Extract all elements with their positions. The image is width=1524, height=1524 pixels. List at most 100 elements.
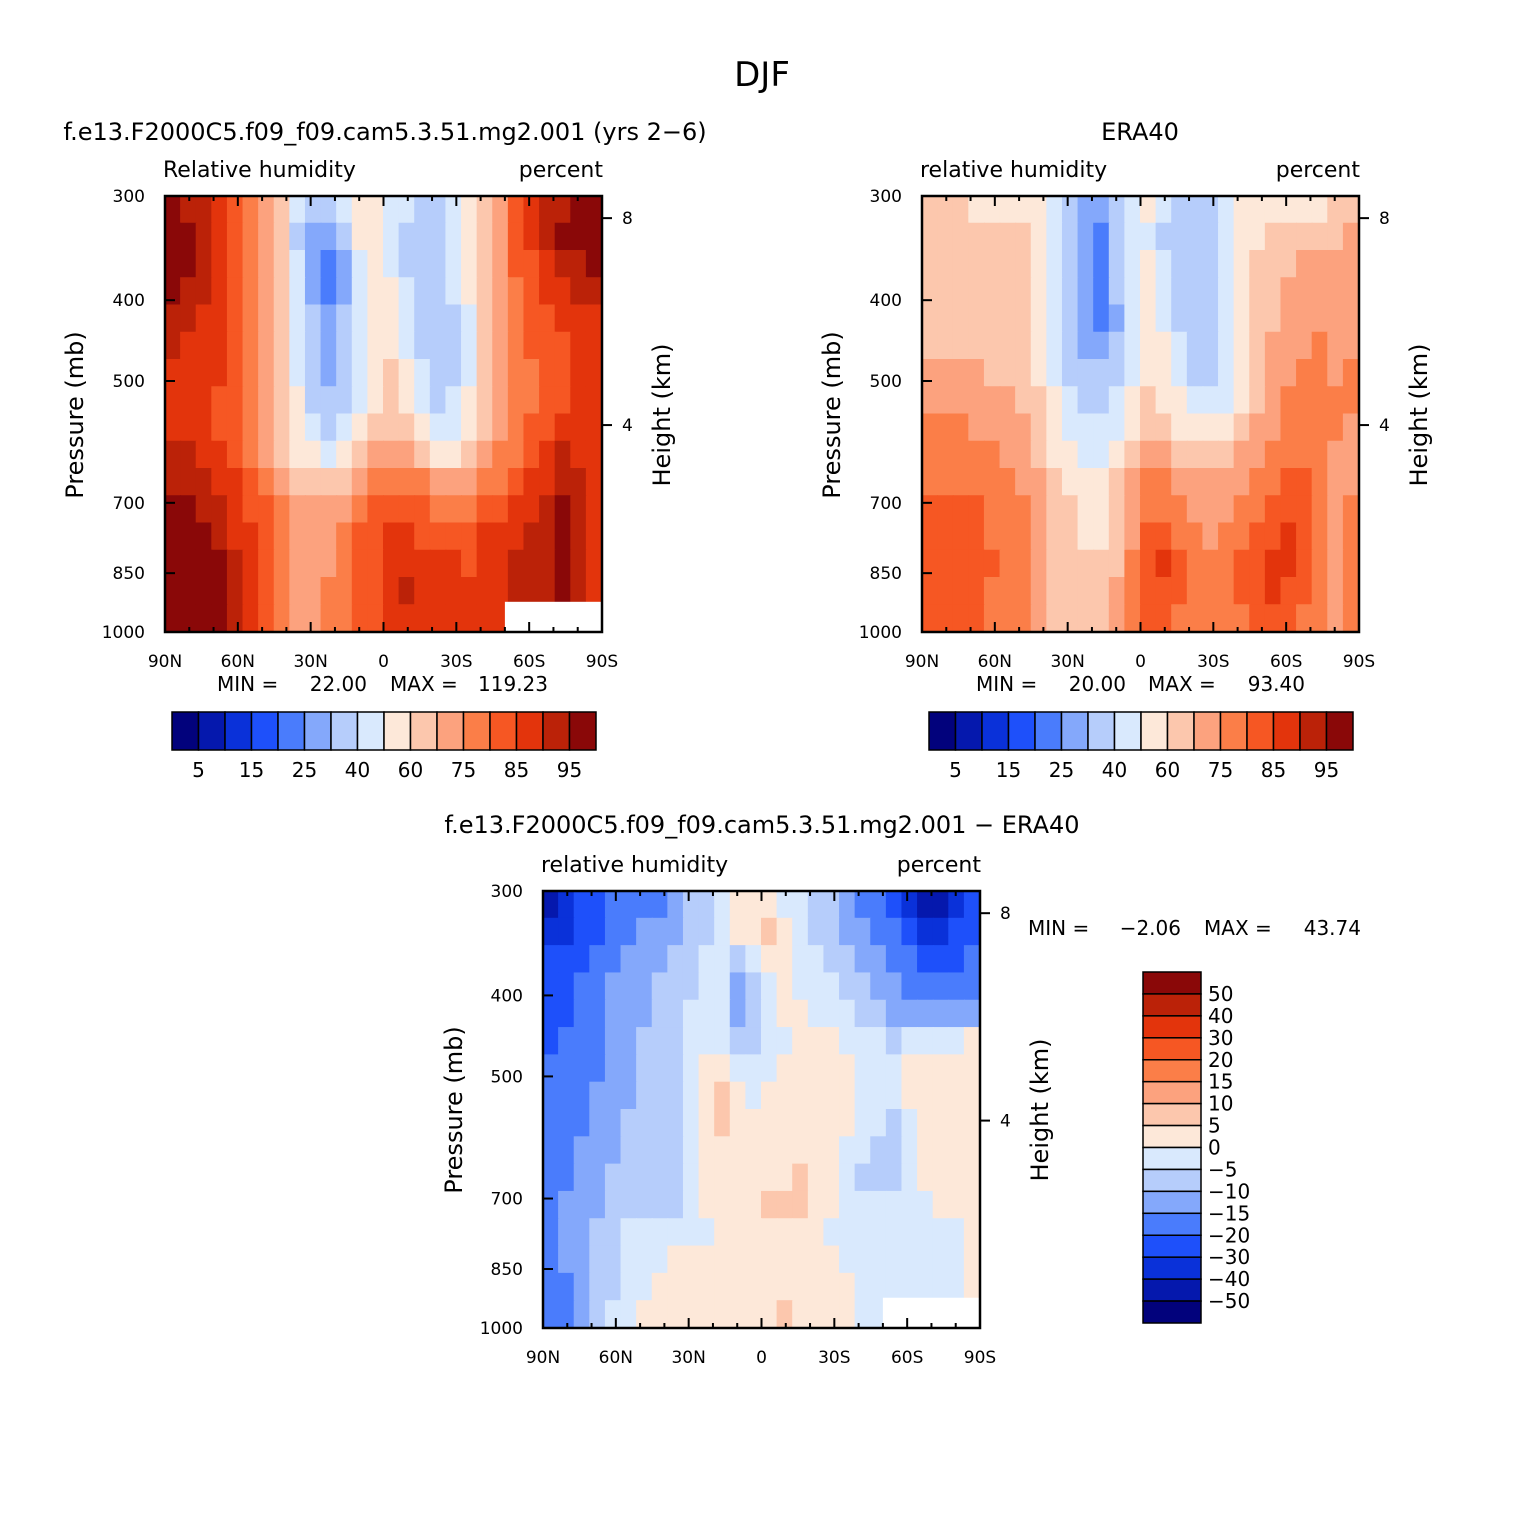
colorbar-box (303, 711, 332, 751)
contour-cell (289, 522, 306, 551)
contour-cell (558, 1027, 575, 1056)
contour-cell (1155, 522, 1173, 551)
x-tick-label: 0 (1135, 652, 1146, 672)
contour-cell (932, 891, 950, 919)
contour-cell (1280, 386, 1298, 415)
contour-cell (604, 1272, 622, 1302)
colorbar-box (1007, 711, 1036, 751)
contour-cell (351, 549, 369, 578)
contour-cell (476, 386, 494, 415)
variable-label: relative humidity (920, 158, 1107, 183)
contour-cell (367, 522, 384, 551)
contour-cell (507, 413, 525, 442)
y-tick-label: 850 (870, 564, 902, 584)
contour-cell (211, 250, 228, 279)
contour-cell (1186, 277, 1204, 306)
contour-cell (1264, 577, 1282, 606)
contour-cell (682, 891, 700, 919)
contour-cell (761, 1272, 778, 1302)
contour-cell (211, 222, 228, 251)
contour-cell (1218, 304, 1235, 333)
contour-cell (1280, 495, 1298, 524)
contour-cell (165, 304, 182, 333)
contour-cell (698, 999, 716, 1029)
contour-cell (651, 945, 669, 974)
contour-cell (761, 1190, 778, 1220)
units-label: percent (519, 158, 604, 183)
contour-cell (1327, 359, 1344, 388)
contour-cell (667, 1054, 684, 1083)
contour-cell (776, 945, 794, 974)
contour-cell (917, 917, 934, 947)
contour-cell (242, 331, 260, 360)
colorbar-label: −15 (1208, 1201, 1250, 1225)
contour-cell (336, 359, 353, 388)
contour-cell (1015, 495, 1032, 524)
contour-cell (242, 604, 260, 632)
contour-cell (1233, 495, 1251, 524)
contour-cell (1077, 277, 1095, 306)
contour-cell (1093, 495, 1110, 524)
contour-cell (937, 577, 954, 606)
contour-cell (1202, 604, 1220, 632)
contour-cell (573, 945, 591, 974)
contour-cell (1140, 577, 1157, 606)
contour-cell (1093, 386, 1110, 415)
contour-cell (273, 222, 291, 251)
contour-cell (1015, 250, 1032, 279)
contour-cell (1327, 495, 1344, 524)
contour-cell (1077, 304, 1095, 333)
contour-cell (870, 945, 887, 974)
contour-cell (1046, 468, 1063, 497)
contour-cell (1264, 604, 1282, 632)
contour-cell (823, 1081, 841, 1110)
y-axis-label: Pressure (mb) (818, 331, 846, 498)
contour-cell (304, 331, 322, 360)
contour-cell (922, 549, 939, 578)
contour-cell (398, 440, 416, 469)
contour-cell (429, 495, 447, 524)
contour-cell (558, 1163, 575, 1192)
contour-cell (870, 1027, 887, 1056)
contour-cell (1030, 440, 1048, 469)
contour-cell (1093, 250, 1110, 279)
contour-cell (258, 359, 275, 388)
contour-cell (476, 413, 494, 442)
contour-cell (320, 495, 338, 524)
contour-cell (1155, 386, 1173, 415)
contour-cell (1202, 359, 1220, 388)
contour-cell (1030, 331, 1048, 360)
contour-cell (952, 222, 970, 251)
contour-cell (1108, 386, 1126, 415)
contour-cell (523, 440, 541, 469)
contour-cell (922, 222, 939, 251)
contour-cell (1046, 440, 1063, 469)
contour-cell (554, 413, 572, 442)
contour-cell (211, 359, 228, 388)
contour-cell (870, 1190, 887, 1220)
contour-cell (211, 413, 228, 442)
contour-cell (492, 304, 509, 333)
contour-cell (289, 196, 306, 224)
contour-cell (885, 1109, 903, 1138)
contour-cell (714, 1300, 731, 1328)
contour-cell (226, 359, 244, 388)
contour-cell (336, 304, 353, 333)
contour-cell (948, 1163, 965, 1192)
contour-cell (761, 1027, 778, 1056)
contour-cell (461, 359, 478, 388)
y-tick-label: 400 (491, 986, 523, 1006)
colorbar-box (1142, 1168, 1202, 1193)
contour-cell (476, 604, 494, 632)
contour-cell (983, 222, 1001, 251)
colorbar-label: 20 (1208, 1048, 1233, 1072)
contour-cell (1311, 468, 1329, 497)
contour-cell (320, 549, 338, 578)
contour-cell (211, 577, 228, 606)
contour-cell (620, 945, 638, 974)
contour-cell (258, 577, 275, 606)
contour-cell (383, 604, 400, 632)
contour-cell (1311, 413, 1329, 442)
contour-cell (917, 1054, 934, 1083)
contour-cell (1327, 577, 1344, 606)
